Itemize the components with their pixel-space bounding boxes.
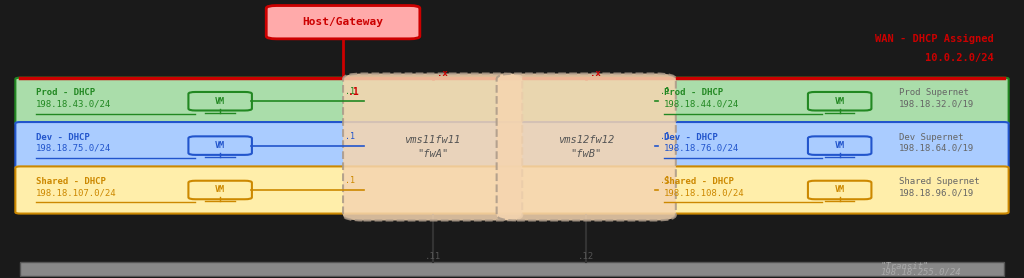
FancyBboxPatch shape xyxy=(15,78,1009,125)
Text: VM: VM xyxy=(835,185,845,195)
Text: Shared - DHCP: Shared - DHCP xyxy=(36,177,105,186)
Text: .1: .1 xyxy=(660,131,671,141)
Text: vms12fw12: vms12fw12 xyxy=(558,135,614,145)
Text: .1: .1 xyxy=(660,176,671,185)
Text: VM: VM xyxy=(215,97,225,106)
Text: .1: .1 xyxy=(345,131,355,141)
Text: .x: .x xyxy=(436,69,447,78)
FancyBboxPatch shape xyxy=(15,122,1009,169)
FancyBboxPatch shape xyxy=(497,73,676,220)
Text: Dev - DHCP: Dev - DHCP xyxy=(36,133,89,142)
Text: 198.18.255.0/24: 198.18.255.0/24 xyxy=(881,268,962,277)
Text: "Transit": "Transit" xyxy=(881,262,929,271)
Text: "fwB": "fwB" xyxy=(570,149,602,159)
Bar xyxy=(20,262,1004,276)
Text: .x: .x xyxy=(590,69,601,78)
Text: 198.18.44.0/24: 198.18.44.0/24 xyxy=(664,100,738,108)
Text: .1: .1 xyxy=(345,176,355,185)
Text: VM: VM xyxy=(215,185,225,195)
Text: VM: VM xyxy=(835,141,845,150)
Text: VM: VM xyxy=(215,141,225,150)
Text: .12: .12 xyxy=(579,252,594,261)
Text: 198.18.108.0/24: 198.18.108.0/24 xyxy=(664,188,744,197)
Text: .1: .1 xyxy=(345,87,355,96)
Text: .1: .1 xyxy=(660,87,671,96)
Text: VM: VM xyxy=(835,97,845,106)
Text: Prod - DHCP: Prod - DHCP xyxy=(36,88,95,97)
Text: Prod - DHCP: Prod - DHCP xyxy=(664,88,723,97)
Text: Dev - DHCP: Dev - DHCP xyxy=(664,133,717,142)
FancyBboxPatch shape xyxy=(266,6,420,39)
Text: 10.0.2.0/24: 10.0.2.0/24 xyxy=(925,53,993,63)
Text: 198.18.96.0/19: 198.18.96.0/19 xyxy=(899,188,974,197)
Text: 198.18.43.0/24: 198.18.43.0/24 xyxy=(36,100,111,108)
FancyBboxPatch shape xyxy=(343,73,522,220)
Text: 198.18.76.0/24: 198.18.76.0/24 xyxy=(664,144,738,153)
Text: WAN - DHCP Assigned: WAN - DHCP Assigned xyxy=(874,34,993,44)
Text: "fwA": "fwA" xyxy=(417,149,449,159)
Text: .1: .1 xyxy=(348,87,359,97)
Text: 198.18.64.0/19: 198.18.64.0/19 xyxy=(899,144,974,153)
Text: 198.18.32.0/19: 198.18.32.0/19 xyxy=(899,100,974,108)
FancyBboxPatch shape xyxy=(15,167,1009,214)
Text: Host/Gateway: Host/Gateway xyxy=(302,17,384,27)
Text: Shared - DHCP: Shared - DHCP xyxy=(664,177,733,186)
Text: 198.18.75.0/24: 198.18.75.0/24 xyxy=(36,144,111,153)
Text: Shared Supernet: Shared Supernet xyxy=(899,177,980,186)
Text: Dev Supernet: Dev Supernet xyxy=(899,133,964,142)
Text: vms11fw11: vms11fw11 xyxy=(404,135,461,145)
Text: Prod Supernet: Prod Supernet xyxy=(899,88,969,97)
Text: .11: .11 xyxy=(425,252,440,261)
Text: 198.18.107.0/24: 198.18.107.0/24 xyxy=(36,188,117,197)
